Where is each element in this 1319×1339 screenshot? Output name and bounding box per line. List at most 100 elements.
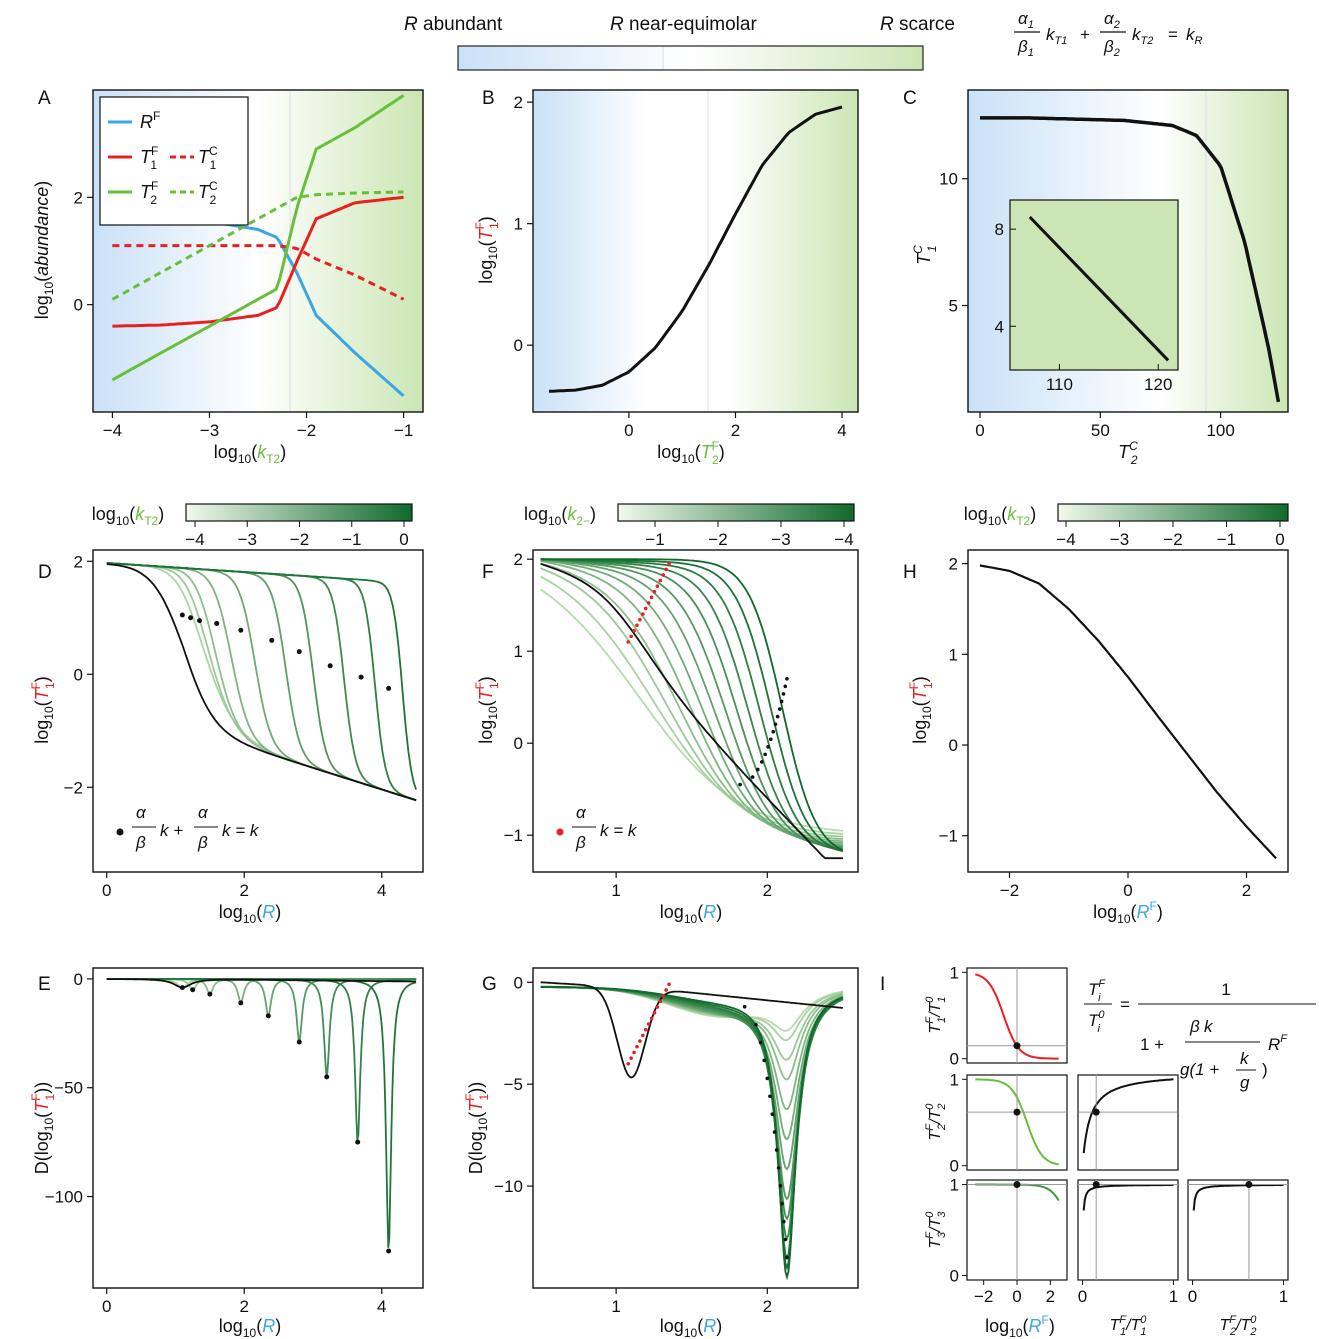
axis-sup: F	[1229, 1314, 1237, 1326]
svg-text:kR: kR	[1186, 25, 1203, 47]
red-point	[632, 1050, 636, 1055]
axis-sup: F	[29, 682, 43, 689]
series-line	[106, 562, 417, 802]
svg-text:+: +	[1080, 25, 1090, 44]
axis-var: T	[701, 442, 714, 462]
black-point	[782, 1219, 786, 1224]
axis-paren: )	[275, 1316, 281, 1336]
red-point	[658, 999, 663, 1004]
axis-slash: /T	[1235, 1317, 1251, 1334]
axis-label: log10(R)	[219, 902, 281, 926]
axis-var: k	[1007, 504, 1017, 524]
axis-paren: (	[695, 442, 701, 462]
axis-sub: 2	[1229, 1326, 1236, 1338]
axis-log: log	[1093, 902, 1117, 922]
axis-sup: C	[1129, 439, 1138, 453]
axis-sup: F	[907, 682, 921, 689]
legend-marker	[556, 828, 564, 836]
axis-paren: )	[716, 902, 722, 922]
inset-line	[1028, 215, 1170, 362]
regime-gradient-bar	[457, 45, 924, 71]
legend-sup: F	[151, 144, 158, 158]
axis-slash: /T	[1125, 1317, 1141, 1334]
axis-sub: 1	[936, 1017, 948, 1023]
y-tick-label: −50	[54, 1079, 83, 1098]
series-line	[106, 562, 417, 802]
x-tick-label: 1	[1279, 1287, 1288, 1306]
axis-label: log10(k2−)	[524, 504, 596, 528]
axis-var: R	[703, 1316, 716, 1336]
svg-text:kT2: kT2	[1132, 25, 1153, 47]
axis-sup: F	[1042, 1313, 1049, 1327]
axis-sup: 0	[924, 1103, 936, 1110]
axis-label: log10(kT2)	[92, 504, 164, 528]
axis-log-base: 10	[243, 1326, 257, 1339]
red-point	[629, 1056, 633, 1060]
red-point	[655, 1005, 660, 1009]
panel-letter-E: E	[38, 974, 51, 995]
constraint-point	[324, 1074, 330, 1080]
legend-sub: 2	[150, 193, 157, 207]
black-point	[750, 775, 755, 779]
legend-main: R	[140, 112, 153, 132]
y-tick-label: 1	[514, 215, 523, 234]
axis-paren: )	[716, 1316, 722, 1336]
legend-main: T	[140, 147, 153, 167]
colorbar-H: −4 −3 −2 −1 0	[1056, 503, 1289, 549]
constraint-point	[355, 1139, 361, 1145]
axis-label: log10(TF1)	[29, 676, 57, 743]
y-tick-label: 1	[950, 963, 959, 982]
formula-one: 1 +	[1140, 1035, 1164, 1054]
red-point	[646, 601, 651, 605]
y-tick-label: 1	[514, 642, 523, 661]
x-tick-label: 0	[1078, 1287, 1087, 1306]
eq-alpha: α	[576, 803, 587, 822]
x-tick-label: 1	[1169, 1287, 1178, 1306]
envelope-line	[106, 978, 417, 989]
constraint-point	[265, 1013, 271, 1019]
black-point	[777, 707, 782, 711]
axis-paren: (	[251, 442, 257, 462]
x-tick-label: 0	[1123, 881, 1132, 900]
formula-paren: )	[1262, 1060, 1268, 1079]
red-point	[632, 629, 636, 633]
colorbar-tick-label: −2	[708, 530, 727, 549]
axis-log-base: 10	[42, 706, 56, 720]
axis-sup: F	[924, 1016, 936, 1024]
y-tick-label: 1	[950, 1176, 959, 1195]
series-line	[540, 567, 843, 838]
axis-sup: 0	[924, 1211, 936, 1218]
black-point	[756, 767, 760, 772]
axis-sub: 1	[925, 245, 939, 252]
axis-paren: )	[476, 216, 496, 222]
axis-slash: /T	[927, 1001, 944, 1017]
y-tick-label: −2	[64, 778, 83, 797]
panel-letters: A B C D F H E G I	[38, 88, 917, 995]
series-line	[540, 558, 844, 852]
black-point	[768, 1094, 772, 1099]
axis-sup: F	[473, 222, 487, 229]
constraint-point	[190, 987, 196, 993]
legend-label: TF 2	[140, 179, 158, 207]
axis-sup: 0	[924, 996, 936, 1003]
constraint-point	[296, 649, 302, 655]
axis-var: k	[135, 504, 145, 524]
series-line	[112, 195, 404, 328]
panel-letter-D: D	[38, 562, 52, 583]
black-point	[742, 1004, 747, 1009]
y-tick-label: 2	[74, 188, 83, 207]
panel-letter-H: H	[903, 562, 917, 583]
panel-F: 1 2 −1 0 1 2 αβ k = k	[504, 549, 859, 900]
axis-label: log10(TF1)	[473, 216, 501, 283]
colorbar-tick-label: 0	[399, 530, 408, 549]
y-tick-label: 10	[939, 170, 958, 189]
axis-paren: (	[1001, 504, 1007, 524]
y-tick-label: 0	[74, 970, 83, 989]
red-point	[643, 1027, 648, 1032]
svg-text:=: =	[1168, 25, 1178, 44]
red-point	[626, 1061, 631, 1066]
y-tick-label: −1	[504, 826, 523, 845]
label-r-near-equimolar: R near-equimolar	[610, 14, 757, 35]
black-point	[774, 1148, 779, 1152]
series-line	[540, 558, 843, 850]
